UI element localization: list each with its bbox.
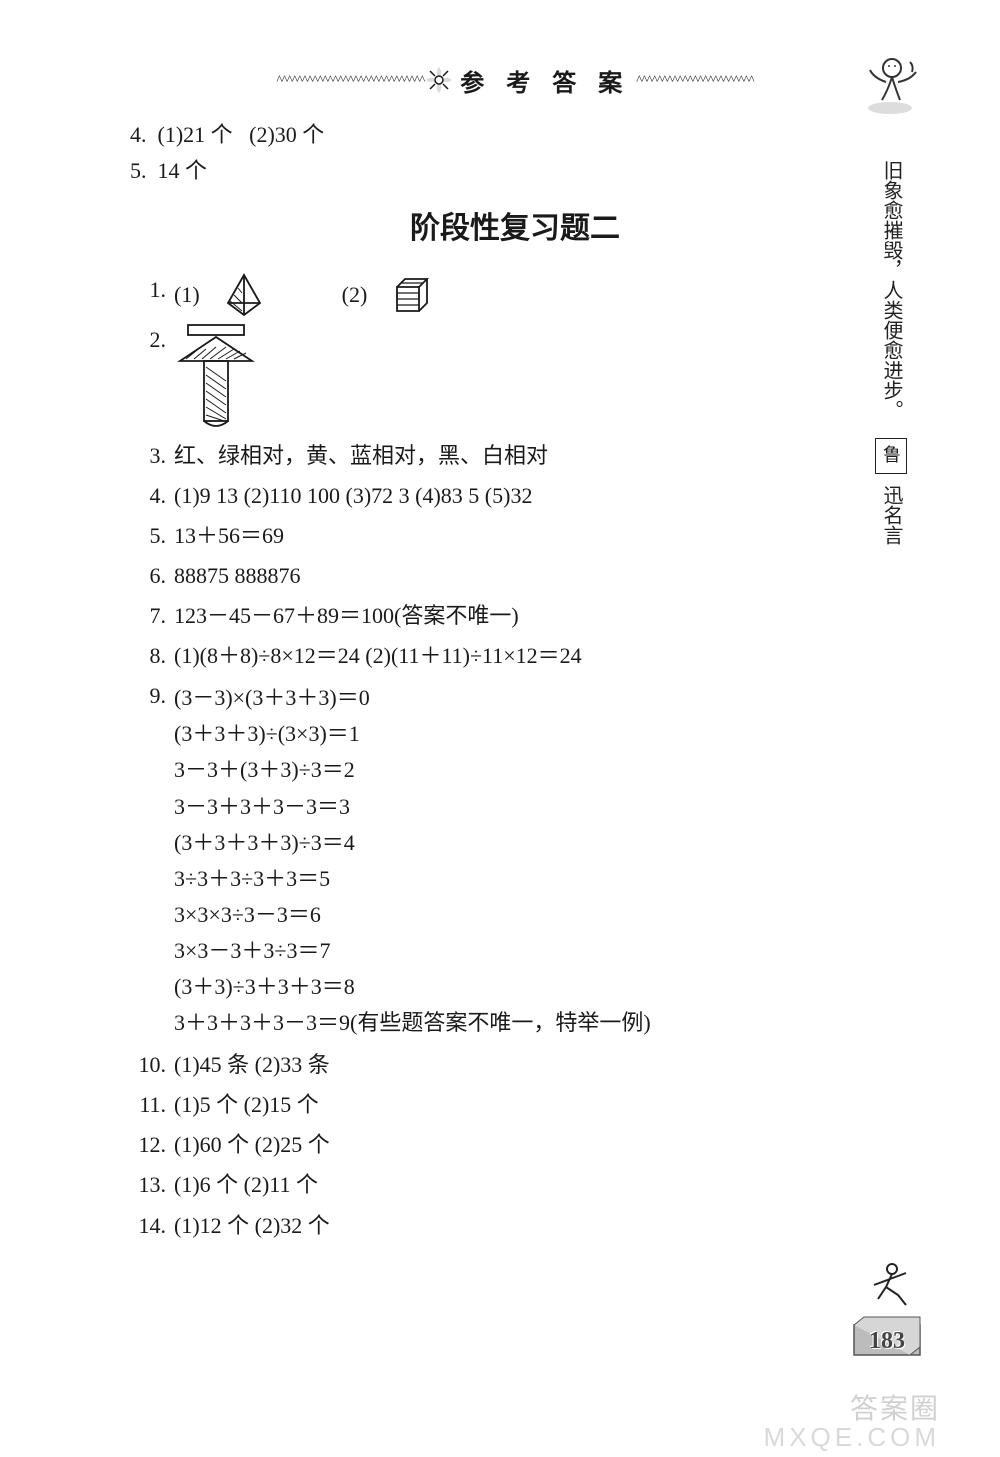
q8-number: 8. bbox=[130, 639, 174, 673]
q1-part2-label: (2) bbox=[342, 278, 368, 312]
header-ornament-left: ^^^^^^^^^^^^^^^^^^^^^^^^^^^^^ bbox=[276, 72, 424, 88]
q9-line4: (3＋3＋3＋3)÷3＝4 bbox=[174, 826, 900, 860]
q9-line6: 3×3×3÷3－3＝6 bbox=[174, 898, 900, 932]
header-ornament-right: ^^^^^^^^^^^^^^^^^^^^^^^ bbox=[636, 72, 753, 88]
watermark-bottom: MXQE.COM bbox=[764, 1422, 940, 1453]
question-3: 3. 红、绿相对，黄、蓝相对，黑、白相对 bbox=[130, 439, 900, 473]
q5-number: 5. bbox=[130, 519, 174, 553]
q9-line8: (3＋3)÷3＋3＋3＝8 bbox=[174, 970, 900, 1004]
q3-number: 3. bbox=[130, 439, 174, 473]
page-header: ^^^^^^^^^^^^^^^^^^^^^^^^^^^^^ 参 考 答 案 ^^… bbox=[130, 60, 900, 100]
q12-text: (1)60 个 (2)25 个 bbox=[174, 1128, 900, 1162]
q9-line5: 3÷3＋3÷3＋3＝5 bbox=[174, 862, 900, 896]
q7-number: 7. bbox=[130, 599, 174, 633]
q9-number: 9. bbox=[130, 679, 174, 713]
triangle-3d-icon bbox=[224, 273, 264, 317]
sidebar-author-box: 鲁 bbox=[875, 438, 907, 474]
question-13: 13. (1)6 个 (2)11 个 bbox=[130, 1168, 900, 1202]
q3-text: 红、绿相对，黄、蓝相对，黑、白相对 bbox=[174, 439, 900, 473]
answer-5: 5. 14 个 bbox=[130, 154, 900, 188]
header-title: 参 考 答 案 bbox=[460, 63, 630, 98]
q9-line2: 3－3＋(3＋3)÷3＝2 bbox=[174, 753, 900, 787]
question-7: 7. 123－45－67＋89＝100(答案不唯一) bbox=[130, 599, 900, 633]
sidebar-quote-text: 旧象愈摧毁，人类便愈进步。 bbox=[875, 160, 907, 420]
question-10: 10. (1)45 条 (2)33 条 bbox=[130, 1048, 900, 1082]
question-11: 11. (1)5 个 (2)15 个 bbox=[130, 1088, 900, 1122]
answer-4: 4. (1)21 个 (2)30 个 bbox=[130, 118, 900, 152]
q9-line3: 3－3＋3＋3－3＝3 bbox=[174, 790, 900, 824]
q9-line0: (3－3)×(3＋3＋3)＝0 bbox=[174, 681, 900, 715]
q12-number: 12. bbox=[130, 1128, 174, 1162]
q1-number: 1. bbox=[130, 273, 174, 307]
q6-text: 88875 888876 bbox=[174, 559, 900, 593]
sidebar-author-label: 迅名言 bbox=[875, 485, 907, 545]
question-5: 5. 13＋56＝69 bbox=[130, 519, 900, 553]
question-4: 4. (1)9 13 (2)110 100 (3)72 3 (4)83 5 (5… bbox=[130, 479, 900, 513]
q5-text: 13＋56＝69 bbox=[174, 519, 900, 553]
question-2: 2. bbox=[130, 323, 900, 433]
q13-text: (1)6 个 (2)11 个 bbox=[174, 1168, 900, 1202]
q9-line1: (3＋3＋3)÷(3×3)＝1 bbox=[174, 717, 900, 751]
q11-number: 11. bbox=[130, 1088, 174, 1122]
question-6: 6. 88875 888876 bbox=[130, 559, 900, 593]
q6-number: 6. bbox=[130, 559, 174, 593]
arrow-shape-icon bbox=[174, 323, 264, 433]
q11-text: (1)5 个 (2)15 个 bbox=[174, 1088, 900, 1122]
q4-number: 4. bbox=[130, 479, 174, 513]
q4-text: (1)9 13 (2)110 100 (3)72 3 (4)83 5 (5)32 bbox=[174, 479, 900, 513]
question-9: 9. (3－3)×(3＋3＋3)＝0 (3＋3＋3)÷(3×3)＝1 3－3＋(… bbox=[130, 679, 900, 1042]
page-number-badge: 183 bbox=[852, 1291, 922, 1361]
question-8: 8. (1)(8＋8)÷8×12＝24 (2)(11＋11)÷11×12＝24 bbox=[130, 639, 900, 673]
q7-text: 123－45－67＋89＝100(答案不唯一) bbox=[174, 599, 900, 633]
question-1: 1. (1) (2) bbox=[130, 273, 900, 317]
q1-part1-label: (1) bbox=[174, 278, 200, 312]
q9-line9: 3＋3＋3＋3－3＝9(有些题答案不唯一，特举一例) bbox=[174, 1006, 900, 1040]
cube-striped-icon bbox=[391, 275, 431, 315]
q14-text: (1)12 个 (2)32 个 bbox=[174, 1209, 900, 1243]
q10-text: (1)45 条 (2)33 条 bbox=[174, 1048, 900, 1082]
sidebar-author-initial: 鲁 bbox=[881, 445, 901, 467]
q9-line7: 3×3－3＋3÷3＝7 bbox=[174, 934, 900, 968]
content-body: 4. (1)21 个 (2)30 个 5. 14 个 阶段性复习题二 1. (1… bbox=[130, 118, 900, 1243]
q13-number: 13. bbox=[130, 1168, 174, 1202]
sidebar-quote: 旧象愈摧毁，人类便愈进步。 鲁 迅名言 bbox=[872, 160, 910, 545]
flower-icon bbox=[424, 65, 454, 95]
section-title: 阶段性复习题二 bbox=[130, 206, 900, 253]
q2-number: 2. bbox=[130, 323, 174, 357]
question-12: 12. (1)60 个 (2)25 个 bbox=[130, 1128, 900, 1162]
runner-icon bbox=[862, 1259, 916, 1313]
q8-text: (1)(8＋8)÷8×12＝24 (2)(11＋11)÷11×12＝24 bbox=[174, 639, 900, 673]
page-number: 183 bbox=[852, 1328, 922, 1355]
q10-number: 10. bbox=[130, 1048, 174, 1082]
watermark-top: 答案圈 bbox=[850, 1387, 940, 1427]
q14-number: 14. bbox=[130, 1209, 174, 1243]
question-14: 14. (1)12 个 (2)32 个 bbox=[130, 1209, 900, 1243]
corner-figure-icon bbox=[860, 50, 930, 120]
